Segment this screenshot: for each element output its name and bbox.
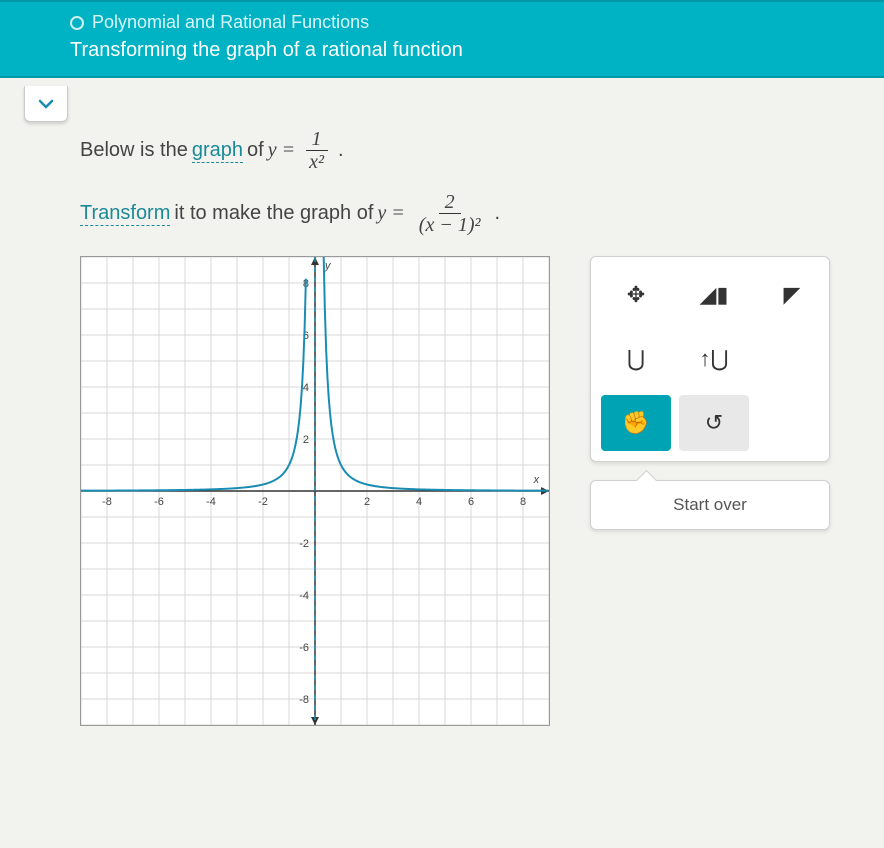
tool-drag-hand[interactable]: ✊ [601, 395, 671, 451]
text: . [338, 139, 344, 162]
svg-text:-2: -2 [299, 538, 309, 550]
tool-curve-down[interactable]: ⋃ [601, 331, 671, 387]
page-header: Polynomial and Rational Functions Transf… [0, 0, 884, 78]
chevron-down-icon [37, 95, 55, 113]
term-graph-link[interactable]: graph [192, 139, 243, 163]
svg-text:-6: -6 [154, 496, 164, 508]
svg-text:6: 6 [468, 496, 474, 508]
tool-curve-updown[interactable]: ↑⋃ [679, 331, 749, 387]
page-title: Transforming the graph of a rational fun… [70, 39, 463, 62]
tool-move[interactable]: ✥ [601, 267, 671, 323]
start-over-button[interactable]: Start over [590, 480, 830, 530]
svg-text:-2: -2 [258, 496, 268, 508]
text: it to make the graph of [174, 202, 373, 225]
svg-text:-8: -8 [299, 694, 309, 706]
svg-text:2: 2 [364, 496, 370, 508]
svg-text:-6: -6 [299, 642, 309, 654]
expand-toggle[interactable] [24, 86, 68, 122]
eq1-num: 1 [306, 128, 328, 151]
tool-asymptote[interactable]: ◢▮ [679, 267, 749, 323]
svg-text:2: 2 [303, 434, 309, 446]
svg-text:x: x [533, 474, 540, 486]
svg-text:-4: -4 [299, 590, 309, 602]
svg-text:y: y [324, 260, 332, 272]
eq1-den: x² [303, 151, 330, 173]
eq2-den: (x − 1)² [413, 214, 487, 236]
eq1-lhs: y = [268, 139, 295, 162]
tool-blank2 [757, 395, 827, 451]
text: Below is the [80, 139, 188, 162]
eq2-num: 2 [439, 191, 461, 214]
lesson-status-icon [70, 16, 84, 30]
svg-text:4: 4 [416, 496, 422, 508]
start-over-label: Start over [673, 495, 747, 514]
text: of [247, 139, 264, 162]
tool-grid: ✥◢▮◤ ⋃↑⋃✊↺ [590, 256, 830, 462]
svg-text:-8: -8 [102, 496, 112, 508]
tool-undo[interactable]: ↺ [679, 395, 749, 451]
tool-blank1 [757, 331, 827, 387]
tool-fill[interactable]: ◤ [757, 267, 827, 323]
content-area: Below is the graph of y = 1 x² . Transfo… [0, 78, 884, 746]
eq1-fraction: 1 x² [303, 128, 330, 173]
prompt-line-2: Transform it to make the graph of y = 2 … [80, 191, 854, 236]
graph-canvas[interactable]: -8-6-4-22468-8-6-4-22468xy [80, 256, 550, 726]
svg-text:8: 8 [520, 496, 526, 508]
toolbox: ✥◢▮◤ ⋃↑⋃✊↺ Start over [590, 256, 830, 530]
text: . [494, 202, 500, 225]
breadcrumb: Polynomial and Rational Functions [92, 12, 369, 33]
svg-text:-4: -4 [206, 496, 216, 508]
svg-text:4: 4 [303, 382, 309, 394]
graph-svg: -8-6-4-22468-8-6-4-22468xy [81, 257, 549, 725]
eq2-fraction: 2 (x − 1)² [413, 191, 487, 236]
term-transform-link[interactable]: Transform [80, 202, 170, 226]
prompt-line-1: Below is the graph of y = 1 x² . [80, 128, 854, 173]
eq2-lhs: y = [377, 202, 404, 225]
